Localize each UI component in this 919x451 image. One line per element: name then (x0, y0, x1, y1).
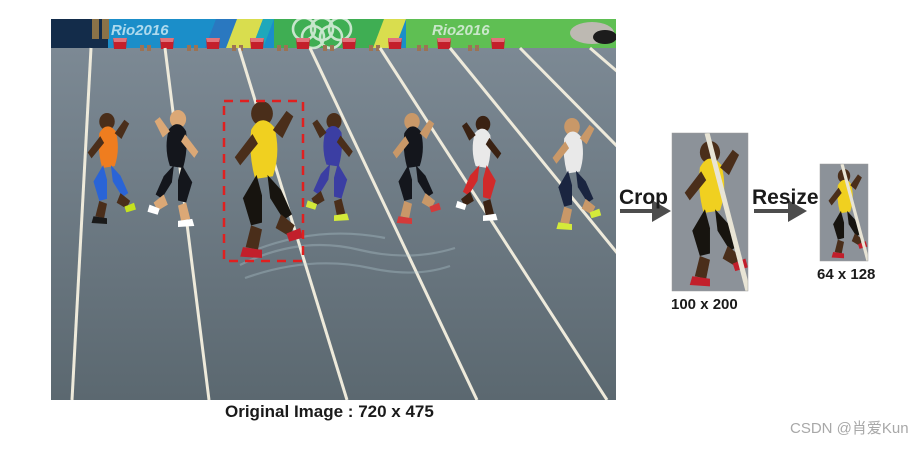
svg-text:Crop: Crop (619, 186, 668, 209)
svg-text:CSDN @肖爱Kun: CSDN @肖爱Kun (790, 420, 909, 437)
svg-text:100 x 200: 100 x 200 (671, 296, 738, 313)
svg-text:Original Image : 720 x 475: Original Image : 720 x 475 (225, 402, 434, 421)
svg-text:Resize: Resize (752, 186, 819, 209)
svg-text:Rio2016: Rio2016 (111, 22, 169, 39)
svg-text:Rio2016: Rio2016 (432, 22, 490, 39)
svg-text:64 x 128: 64 x 128 (817, 266, 875, 283)
